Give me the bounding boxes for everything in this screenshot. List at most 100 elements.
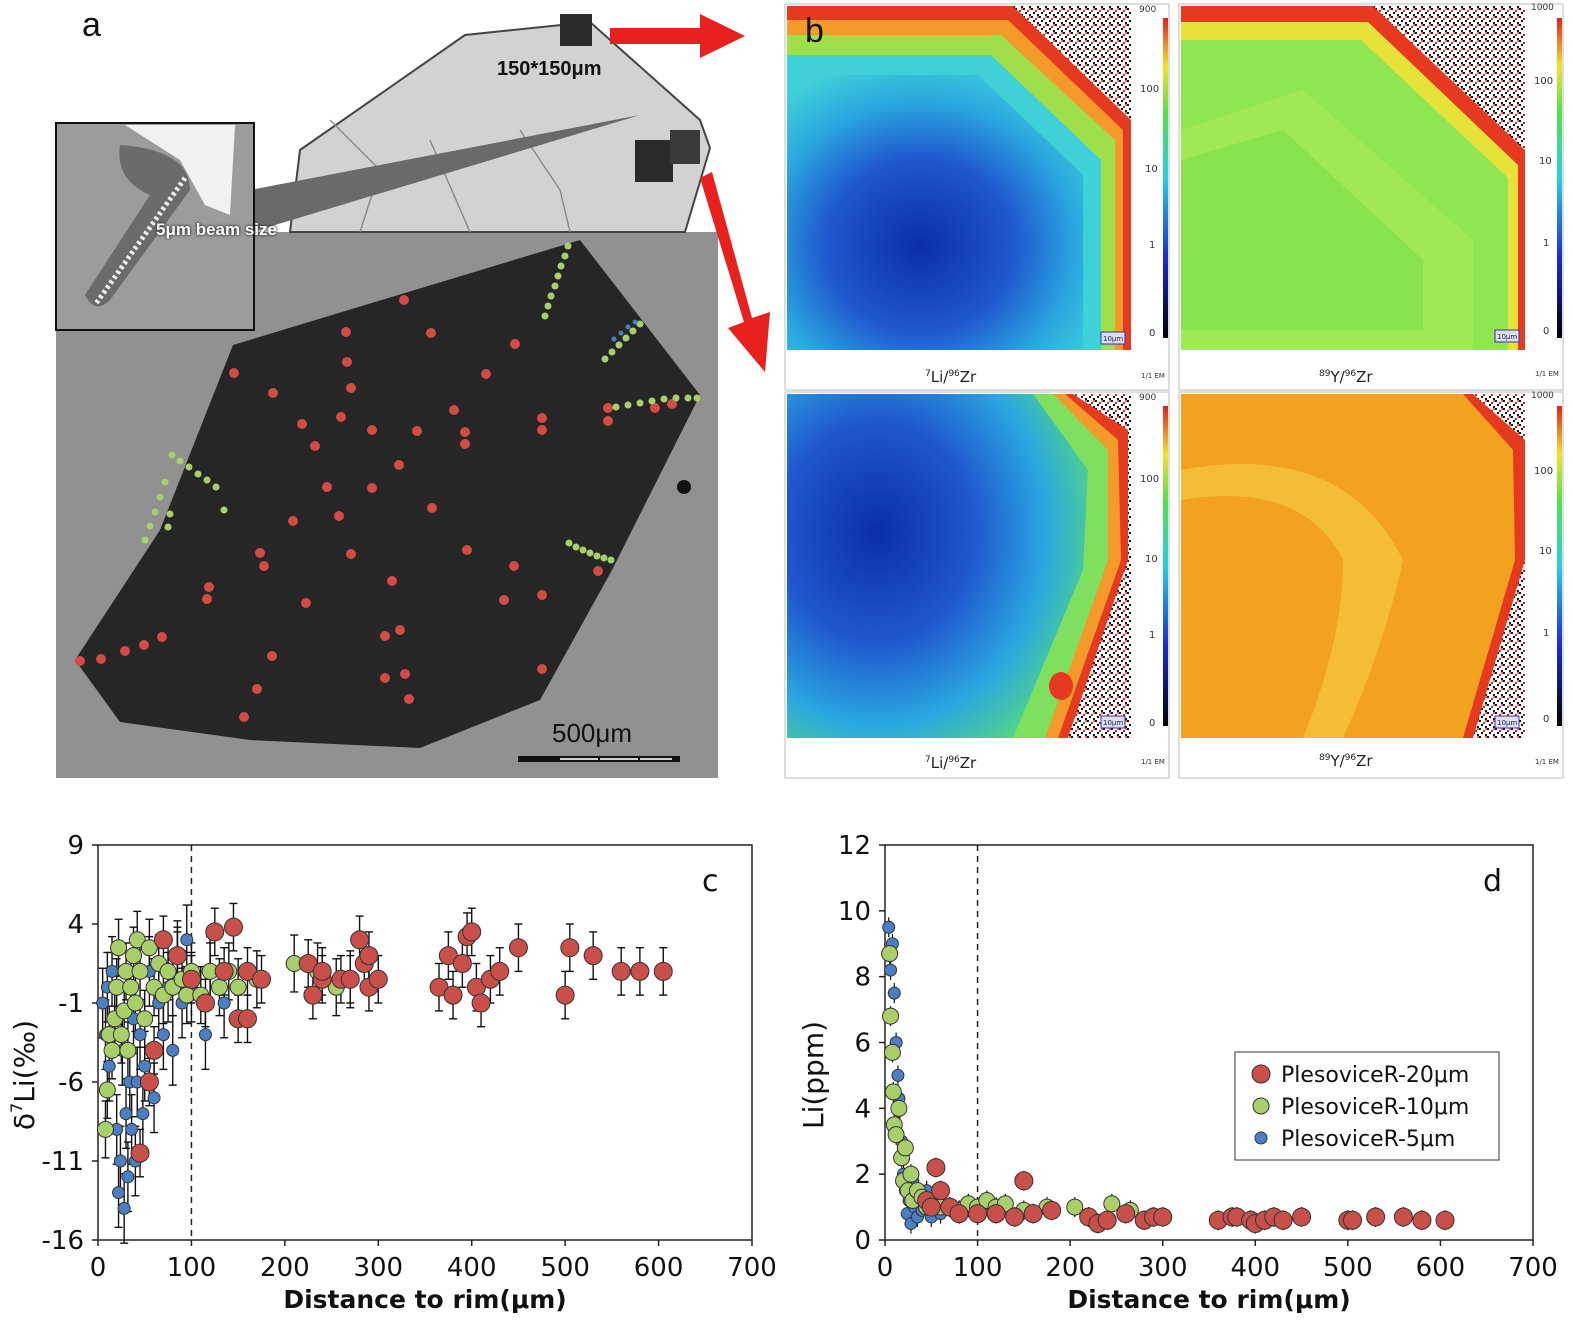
data-point: [443, 985, 463, 1005]
em-label-3: 1/1 EM: [1141, 758, 1165, 766]
data-point: [229, 978, 247, 996]
data-point: [887, 1126, 905, 1144]
data-point: [125, 1122, 139, 1136]
laser-pit-right: [635, 140, 673, 182]
data-point: [121, 1170, 135, 1184]
x-tick-label: 600: [1416, 1253, 1466, 1283]
svg-text:1: 1: [1149, 240, 1155, 251]
color-scale-3: [1163, 406, 1168, 726]
data-point: [1292, 1207, 1312, 1227]
map-1-image: [787, 6, 1131, 350]
color-scale-1: [1163, 18, 1168, 338]
data-point: [214, 961, 234, 981]
x-tick-label: 0: [90, 1253, 107, 1283]
data-point: [1153, 1207, 1173, 1227]
data-point: [630, 961, 650, 981]
data-point: [890, 1099, 908, 1117]
data-point: [508, 938, 528, 958]
y-tick-label: 10: [838, 897, 871, 927]
grain-pit: [677, 480, 691, 494]
data-point: [112, 1186, 126, 1200]
y-tick-label: 2: [854, 1160, 871, 1190]
map-scalebox-text-1: 10μm: [1103, 335, 1123, 343]
data-point: [156, 1028, 170, 1042]
map-scalebox-text-2: 10μm: [1497, 333, 1517, 341]
data-point: [144, 1040, 164, 1060]
x-tick-label: 200: [1045, 1253, 1095, 1283]
data-point: [96, 996, 110, 1010]
map-scalebox-text-4: 10μm: [1497, 719, 1517, 727]
data-point: [131, 962, 149, 980]
inset-wedge: [250, 115, 640, 232]
svg-text:100: 100: [1534, 466, 1553, 477]
panel-a-figure: [55, 14, 770, 778]
arrow-to-map-top: [610, 14, 745, 58]
data-point: [119, 1041, 137, 1059]
panel-b-letter: b: [805, 12, 824, 50]
x-tick-label: 500: [1323, 1253, 1373, 1283]
legend: PlesoviceR-20μm PlesoviceR-10μm PlesoviceR…: [1234, 1051, 1500, 1161]
data-point: [1412, 1210, 1432, 1230]
data-point: [153, 930, 173, 950]
inset-bright-region: [125, 125, 235, 215]
legend-label: PlesoviceR-5μm: [1281, 1127, 1455, 1152]
map-scalebox-3: [1100, 715, 1126, 729]
inset-beam-track: [92, 176, 188, 307]
data-point: [140, 939, 158, 957]
data-point: [205, 922, 225, 942]
data-point: [139, 1072, 159, 1092]
analysis-spots-red: [75, 295, 677, 722]
x-tick-label: 0: [877, 1253, 894, 1283]
data-point: [110, 939, 128, 957]
data-point: [125, 947, 143, 965]
data-point: [105, 964, 119, 978]
svg-text:100: 100: [1140, 474, 1159, 485]
x-tick-label: 700: [1508, 1253, 1558, 1283]
svg-text:100: 100: [1140, 84, 1159, 95]
map-2-image: [1181, 6, 1525, 350]
data-point: [949, 1204, 969, 1224]
x-tick-label: 400: [447, 1253, 497, 1283]
data-point: [902, 1165, 920, 1183]
data-point: [555, 985, 575, 1005]
data-point: [195, 993, 215, 1013]
data-point: [1342, 1210, 1362, 1230]
data-point: [167, 946, 187, 966]
x-tick-label: 100: [167, 1253, 217, 1283]
y-axis-label: δ7Li(‰): [7, 1020, 41, 1130]
data-point: [102, 1059, 116, 1073]
map-caption-2: 89Y/96Zr: [1319, 368, 1373, 386]
x-axis-label: Distance to rim(μm): [283, 1285, 566, 1314]
laser-pit-right-2: [670, 130, 700, 164]
svg-text:1: 1: [1543, 628, 1549, 639]
scale-bar: [518, 756, 680, 762]
x-tick-label: 400: [1230, 1253, 1280, 1283]
data-point: [1014, 1171, 1034, 1191]
x-tick-label: 200: [260, 1253, 310, 1283]
inset-trench: [85, 145, 190, 307]
svg-text:0: 0: [1149, 718, 1155, 729]
map-3-image: [787, 394, 1131, 738]
data-point: [98, 1081, 116, 1099]
data-point: [884, 963, 898, 977]
data-point: [1393, 1207, 1413, 1227]
data-point: [119, 1107, 133, 1121]
data-point: [103, 1041, 121, 1059]
beam-size-label: 5μm beam size: [156, 220, 277, 239]
data-point: [1116, 1204, 1136, 1224]
x-tick-label: 600: [634, 1253, 684, 1283]
y-tick-label: -16: [42, 1226, 84, 1256]
data-point: [166, 1043, 180, 1057]
legend-marker: [1252, 1097, 1270, 1115]
data-point: [462, 922, 482, 942]
map-caption-1: 7Li/96Zr: [925, 368, 977, 386]
svg-text:10: 10: [1539, 546, 1552, 557]
data-point: [881, 945, 899, 963]
laser-pit-top: [560, 14, 592, 46]
data-point: [921, 1197, 941, 1217]
x-tick-label: 700: [727, 1253, 775, 1283]
y-tick-label: 8: [854, 963, 871, 993]
data-point: [883, 1043, 901, 1061]
